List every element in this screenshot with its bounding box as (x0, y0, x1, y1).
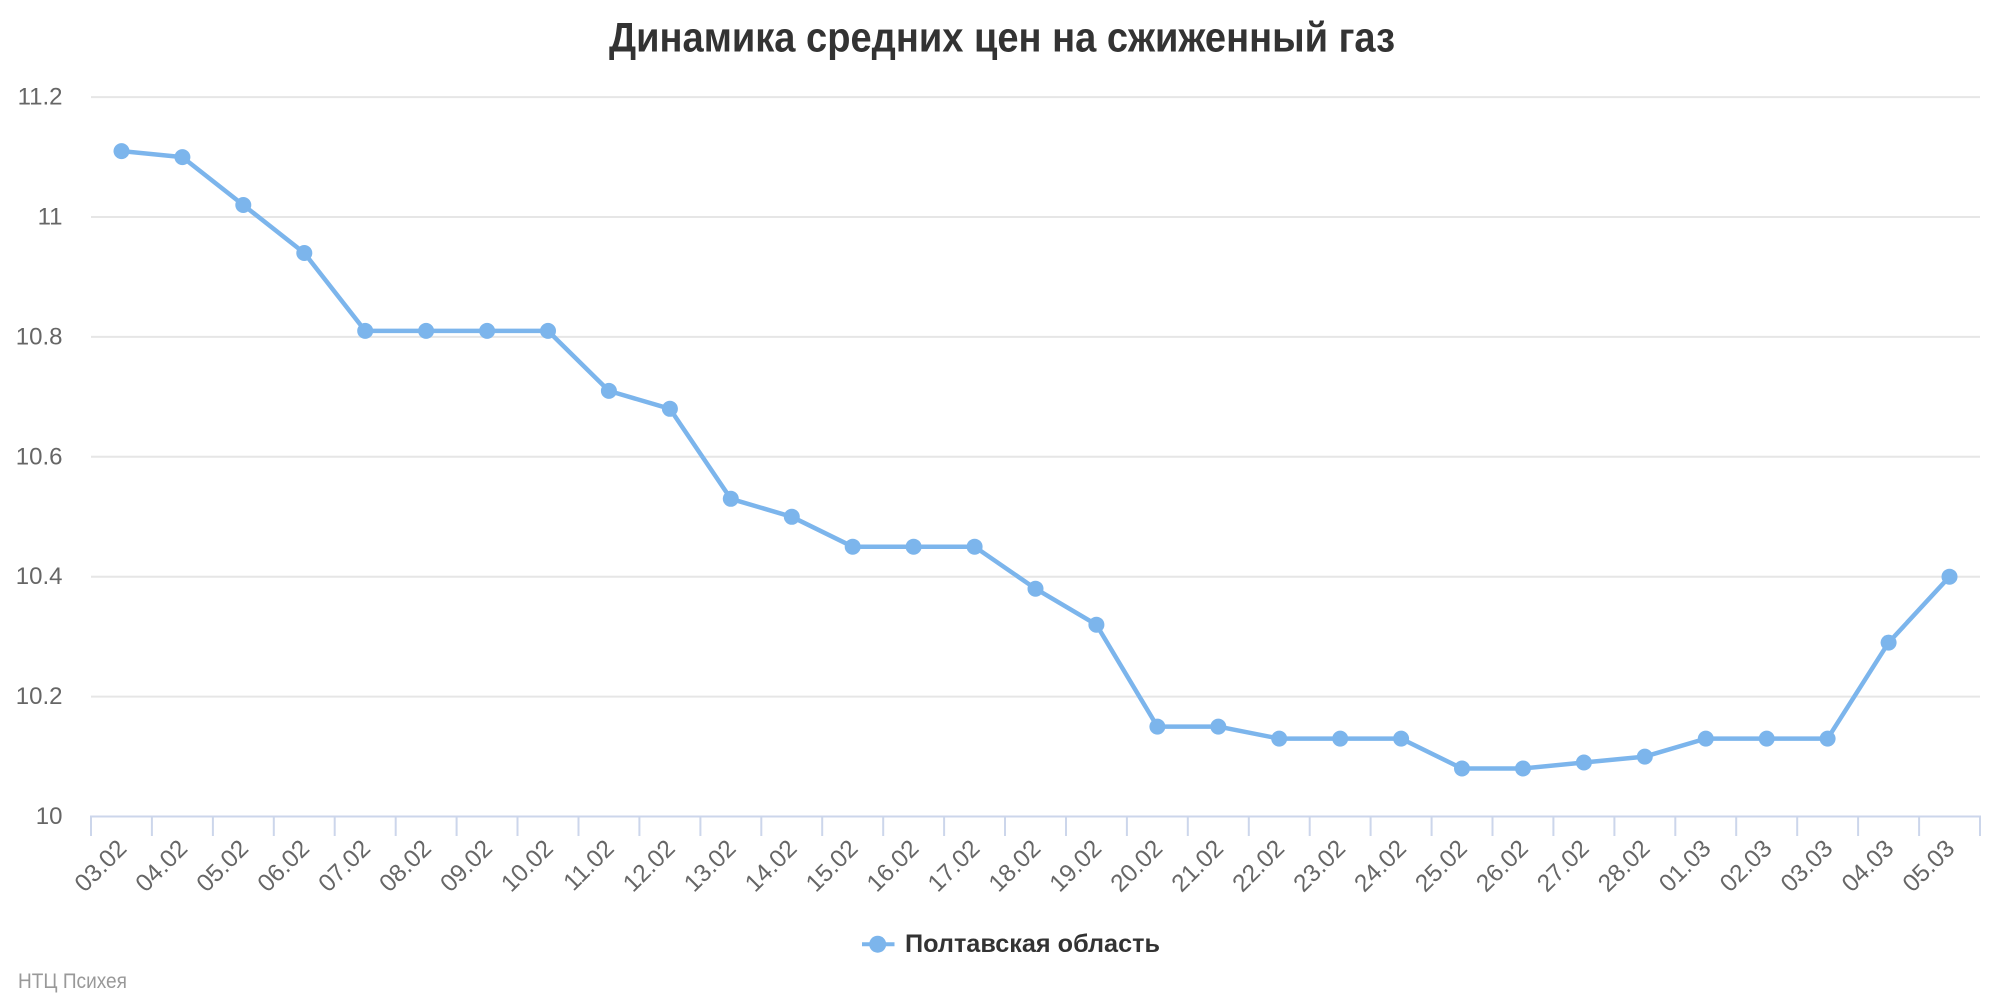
svg-text:10.6: 10.6 (16, 443, 63, 470)
svg-text:10.8: 10.8 (16, 323, 63, 350)
svg-text:10.2: 10.2 (16, 683, 63, 710)
svg-text:10: 10 (36, 803, 63, 830)
svg-text:10.4: 10.4 (16, 563, 63, 590)
svg-text:Полтавская область: Полтавская область (905, 930, 1160, 958)
svg-text:11.2: 11.2 (18, 84, 63, 111)
svg-text:Динамика средних цен на сжижен: Динамика средних цен на сжиженный газ (609, 14, 1395, 61)
svg-text:11: 11 (38, 204, 63, 231)
svg-text:НТЦ Психея: НТЦ Психея (18, 970, 127, 993)
